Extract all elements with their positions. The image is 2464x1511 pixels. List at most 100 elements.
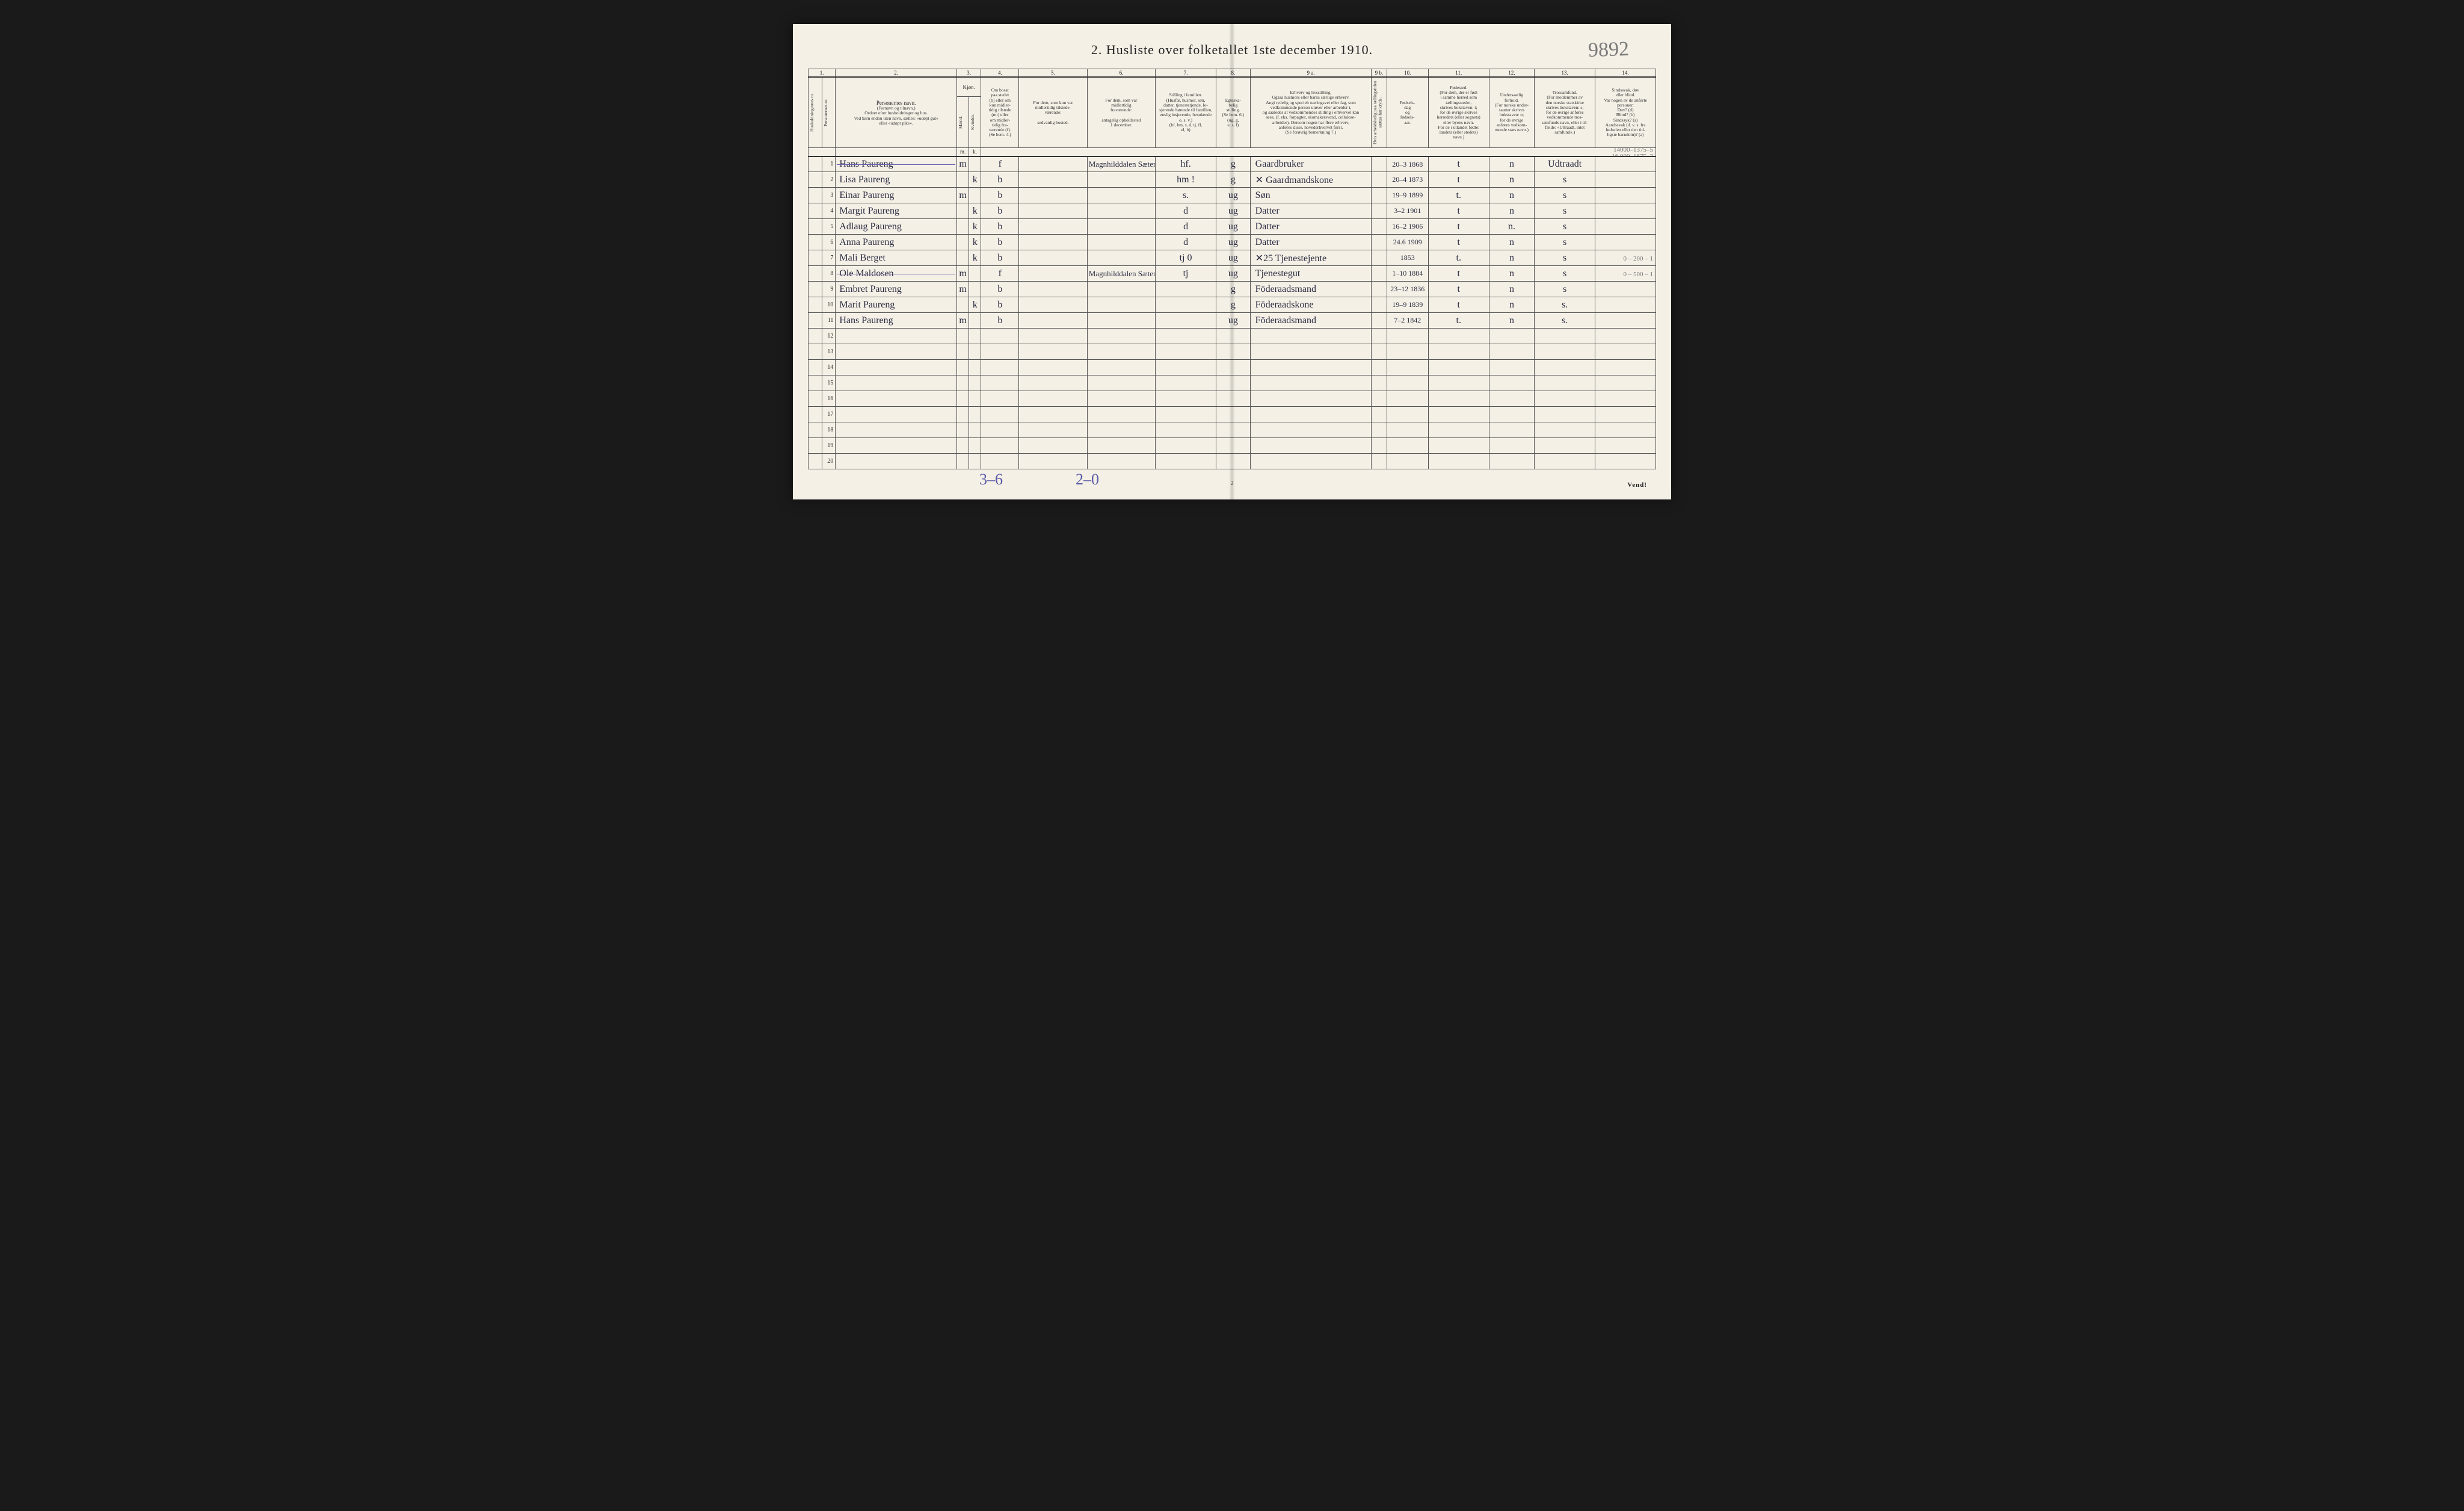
cell-nationality: n [1489, 266, 1535, 282]
cell-family-pos: hm ! [1156, 172, 1216, 188]
colnum-4: 4. [981, 69, 1019, 78]
cell-temp-present [1019, 266, 1087, 282]
hdr-name: Personernes navn. (Fornavn og tilnavn.) … [836, 77, 957, 148]
cell-empty [1372, 407, 1387, 422]
cell-empty [1019, 454, 1087, 469]
cell-temp-present [1019, 188, 1087, 203]
cell-birthdate: 20–3 1868 [1387, 156, 1428, 172]
cell-nationality: n [1489, 297, 1535, 313]
cell-birthplace: t [1428, 235, 1489, 250]
cell-person-no: 4 [822, 203, 836, 219]
cell-empty [1387, 375, 1428, 391]
cell-empty [1387, 329, 1428, 344]
cell-residence: b [981, 172, 1019, 188]
cell-empty [836, 375, 957, 391]
cell-empty [1216, 407, 1250, 422]
cell-occupation: Datter [1250, 203, 1372, 219]
header-row-1: Husholdningernes nr. Personernes nr. Per… [808, 77, 1656, 96]
cell-empty [969, 454, 981, 469]
colnum-9a: 9 a. [1250, 69, 1372, 78]
cell-empty [957, 407, 969, 422]
cell-unemployed [1372, 250, 1387, 266]
cell-birthdate: 19–9 1899 [1387, 188, 1428, 203]
cell-birthplace: t [1428, 156, 1489, 172]
cell-birthdate: 16–2 1906 [1387, 219, 1428, 235]
cell-infirmity [1595, 172, 1656, 188]
cell-nationality: n [1489, 250, 1535, 266]
cell-marital: ug [1216, 188, 1250, 203]
cell-unemployed [1372, 203, 1387, 219]
cell-empty [1595, 375, 1656, 391]
table-head: 1. 2. 3. 4. 5. 6. 7. 8. 9 a. 9 b. 10. 11… [808, 69, 1656, 156]
hdr-unemployed: Hvis arbeidsledig paa tællingstiden sætt… [1372, 77, 1387, 148]
cell-family-pos: tj 0 [1156, 250, 1216, 266]
cell-temp-absent: Magnhilddalen Sæter [1087, 266, 1155, 282]
cell-empty [1087, 407, 1155, 422]
census-page: 9892 2. Husliste over folketallet 1ste d… [793, 24, 1671, 499]
cell-empty [1156, 438, 1216, 454]
hdr-infirmity: Sindssvak, døv eller blind. Var nogen av… [1595, 77, 1656, 148]
cell-household [808, 250, 822, 266]
cell-marital: ug [1216, 313, 1250, 329]
cell-household [808, 219, 822, 235]
cell-empty [1250, 360, 1372, 375]
cell-religion: s [1535, 172, 1595, 188]
cell-family-pos: tj [1156, 266, 1216, 282]
cell-empty [1250, 438, 1372, 454]
colnum-11: 11. [1428, 69, 1489, 78]
colnum-13: 13. [1535, 69, 1595, 78]
cell-birthdate: 1853 [1387, 250, 1428, 266]
cell-empty [1595, 360, 1656, 375]
cell-empty [1489, 344, 1535, 360]
hdr-residence: Om bosat paa stedet (b) eller om kun mid… [981, 77, 1019, 148]
cell-birthdate: 19–9 1839 [1387, 297, 1428, 313]
cell-residence: f [981, 156, 1019, 172]
cell-male [957, 235, 969, 250]
cell-occupation: Datter [1250, 219, 1372, 235]
cell-empty [1535, 344, 1595, 360]
hdr-nationality: Undersaatlig forhold. (For norske under-… [1489, 77, 1535, 148]
cell-male: m [957, 282, 969, 297]
cell-nationality: n [1489, 156, 1535, 172]
cell-empty [969, 360, 981, 375]
cell-nationality: n [1489, 235, 1535, 250]
cell-temp-present [1019, 250, 1087, 266]
cell-temp-absent [1087, 188, 1155, 203]
cell-residence: b [981, 235, 1019, 250]
cell-empty [969, 407, 981, 422]
cell-religion: s [1535, 250, 1595, 266]
cell-empty [1489, 407, 1535, 422]
cell-temp-present [1019, 297, 1087, 313]
cell-empty [1019, 329, 1087, 344]
cell-male [957, 297, 969, 313]
cell-empty [957, 391, 969, 407]
colnum-6: 6. [1087, 69, 1155, 78]
colnum-7: 7. [1156, 69, 1216, 78]
cell-empty [1387, 344, 1428, 360]
cell-empty [1372, 375, 1387, 391]
cell-marital: ug [1216, 235, 1250, 250]
colnum-10: 10. [1387, 69, 1428, 78]
cell-marital: ug [1216, 250, 1250, 266]
cell-empty [957, 360, 969, 375]
cell-empty [1595, 407, 1656, 422]
cell-empty [981, 344, 1019, 360]
table-row: 1Hans PaurengmfMagnhilddalen Sæterhf.gGa… [808, 156, 1656, 172]
cell-temp-present [1019, 235, 1087, 250]
cell-empty [1087, 375, 1155, 391]
cell-birthplace: t [1428, 282, 1489, 297]
cell-person-no: 14 [822, 360, 836, 375]
cell-empty [1428, 391, 1489, 407]
cell-empty [1535, 422, 1595, 438]
cell-residence: b [981, 297, 1019, 313]
cell-unemployed [1372, 219, 1387, 235]
cell-empty [1489, 454, 1535, 469]
cell-person-no: 5 [822, 219, 836, 235]
hdr-religion: Trossamfund. (For medlemmer av den norsk… [1535, 77, 1595, 148]
mk-blank2 [836, 148, 957, 156]
cell-empty [981, 407, 1019, 422]
cell-male: m [957, 156, 969, 172]
cell-household [808, 313, 822, 329]
cell-religion: Udtraadt [1535, 156, 1595, 172]
cell-name: Hans Paureng [836, 313, 957, 329]
